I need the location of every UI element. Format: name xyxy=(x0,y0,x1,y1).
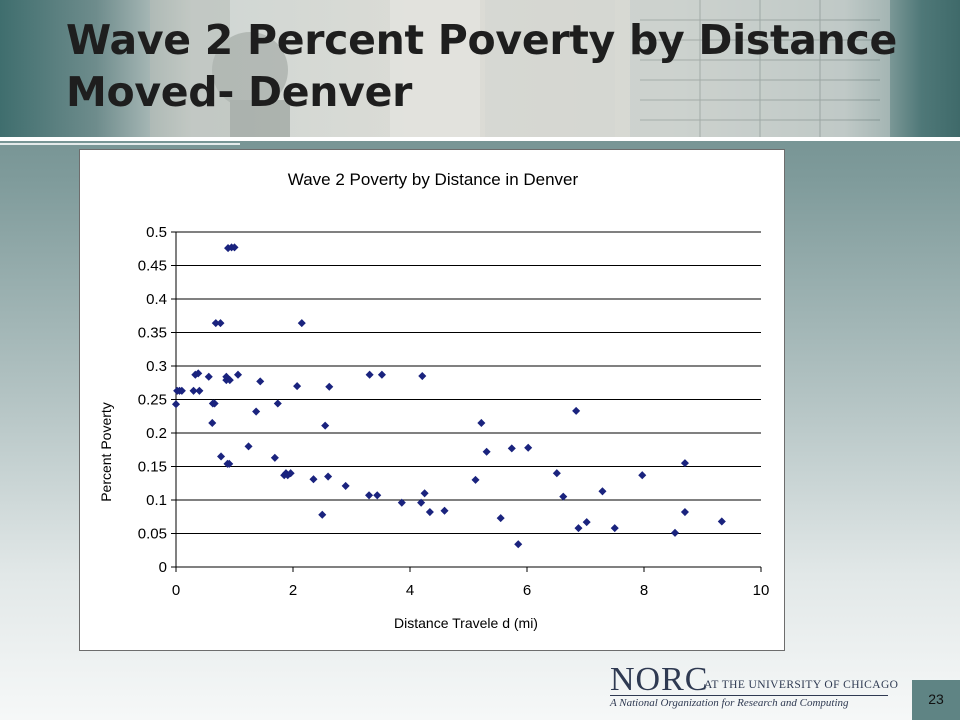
data-point xyxy=(324,472,333,481)
data-point xyxy=(208,418,217,427)
data-point xyxy=(273,399,282,408)
header-banner: Wave 2 Percent Poverty by Distance Moved… xyxy=(0,0,960,137)
data-point xyxy=(171,400,181,409)
y-tick-label: 0.25 xyxy=(138,392,167,409)
y-tick-label: 0 xyxy=(159,559,167,576)
header-divider xyxy=(0,137,960,141)
chart-title: Wave 2 Poverty by Distance in Denver xyxy=(288,170,579,189)
data-point xyxy=(204,372,213,381)
data-point xyxy=(233,370,243,379)
page-number: 23 xyxy=(912,680,960,720)
data-point xyxy=(440,506,449,515)
logo-wordmark: NORC xyxy=(610,661,709,698)
y-tick-label: 0.35 xyxy=(138,325,167,342)
data-point xyxy=(552,469,561,478)
data-point xyxy=(217,452,226,461)
data-point xyxy=(496,514,505,523)
data-point xyxy=(252,407,261,416)
data-point xyxy=(373,491,382,500)
data-point xyxy=(195,386,204,395)
data-point xyxy=(420,489,429,498)
x-tick-label: 2 xyxy=(289,582,297,599)
data-point xyxy=(482,447,491,456)
data-point xyxy=(325,382,334,391)
data-point xyxy=(524,443,533,452)
data-point xyxy=(559,492,568,501)
data-point xyxy=(418,372,427,381)
data-point xyxy=(670,528,680,537)
x-tick-label: 10 xyxy=(753,582,770,599)
data-point xyxy=(270,453,279,462)
chart-gridlines xyxy=(176,231,761,534)
data-point xyxy=(397,498,406,507)
y-tick-label: 0.2 xyxy=(146,425,167,442)
data-point xyxy=(365,370,374,379)
norc-logo: NORC AT THE UNIVERSITY OF CHICAGO A Nati… xyxy=(610,661,898,710)
data-point xyxy=(210,399,219,408)
data-point xyxy=(341,481,350,490)
data-point xyxy=(377,370,386,379)
data-point xyxy=(425,508,434,517)
y-tick-label: 0.5 xyxy=(146,224,167,241)
header-divider-accent xyxy=(0,143,240,145)
x-tick-label: 8 xyxy=(640,582,648,599)
x-tick-label: 0 xyxy=(172,582,180,599)
collage-background-image xyxy=(150,0,890,137)
data-point xyxy=(309,475,318,484)
y-tick-label: 0.1 xyxy=(146,492,167,509)
data-point xyxy=(514,540,523,549)
x-axis-ticks: 0 2 4 6 8 10 xyxy=(172,567,770,599)
data-point xyxy=(582,518,591,527)
data-point xyxy=(680,459,689,468)
x-tick-label: 6 xyxy=(523,582,531,599)
data-point xyxy=(293,382,302,391)
scatter-chart: Wave 2 Poverty by Distance in Denver 0 0.… xyxy=(98,170,770,631)
y-tick-label: 0.15 xyxy=(138,459,167,476)
data-point xyxy=(417,498,426,507)
data-point xyxy=(297,319,306,328)
data-point xyxy=(471,475,480,484)
data-point xyxy=(194,369,203,378)
data-point xyxy=(216,319,225,328)
x-axis-label: Distance Travele d (mi) xyxy=(394,615,538,631)
data-points xyxy=(171,243,726,549)
data-point xyxy=(507,444,516,453)
data-point xyxy=(680,508,689,517)
data-point xyxy=(574,524,583,533)
data-point xyxy=(225,376,234,385)
data-point xyxy=(365,491,374,500)
y-tick-label: 0.05 xyxy=(138,526,167,543)
data-point xyxy=(598,487,607,496)
y-tick-label: 0.4 xyxy=(146,291,167,308)
y-axis-label: Percent Poverty xyxy=(98,402,114,502)
data-point xyxy=(321,421,330,430)
y-axis-ticks: 0 0.05 0.1 0.15 0.2 0.25 0.3 0.35 0.4 0.45 0.5 xyxy=(138,224,176,576)
data-point xyxy=(225,459,234,468)
data-point xyxy=(477,418,486,427)
logo-affiliation: AT THE UNIVERSITY OF CHICAGO xyxy=(704,679,899,691)
logo-rule xyxy=(610,695,888,696)
data-point xyxy=(318,510,327,519)
data-point xyxy=(638,471,647,480)
scatter-chart-panel: Wave 2 Poverty by Distance in Denver 0 0.… xyxy=(79,149,785,651)
y-tick-label: 0.45 xyxy=(138,258,167,275)
slide-title: Wave 2 Percent Poverty by Distance Moved… xyxy=(66,16,898,116)
data-point xyxy=(610,524,619,533)
x-tick-label: 4 xyxy=(406,582,414,599)
data-point xyxy=(230,243,239,252)
data-point xyxy=(189,386,198,395)
y-tick-label: 0.3 xyxy=(146,358,167,375)
data-point xyxy=(177,386,186,395)
data-point xyxy=(286,469,295,478)
data-point xyxy=(717,517,726,526)
logo-tagline: A National Organization for Research and… xyxy=(610,697,849,709)
data-point xyxy=(256,377,265,386)
data-point xyxy=(572,406,581,415)
data-point xyxy=(244,442,253,451)
